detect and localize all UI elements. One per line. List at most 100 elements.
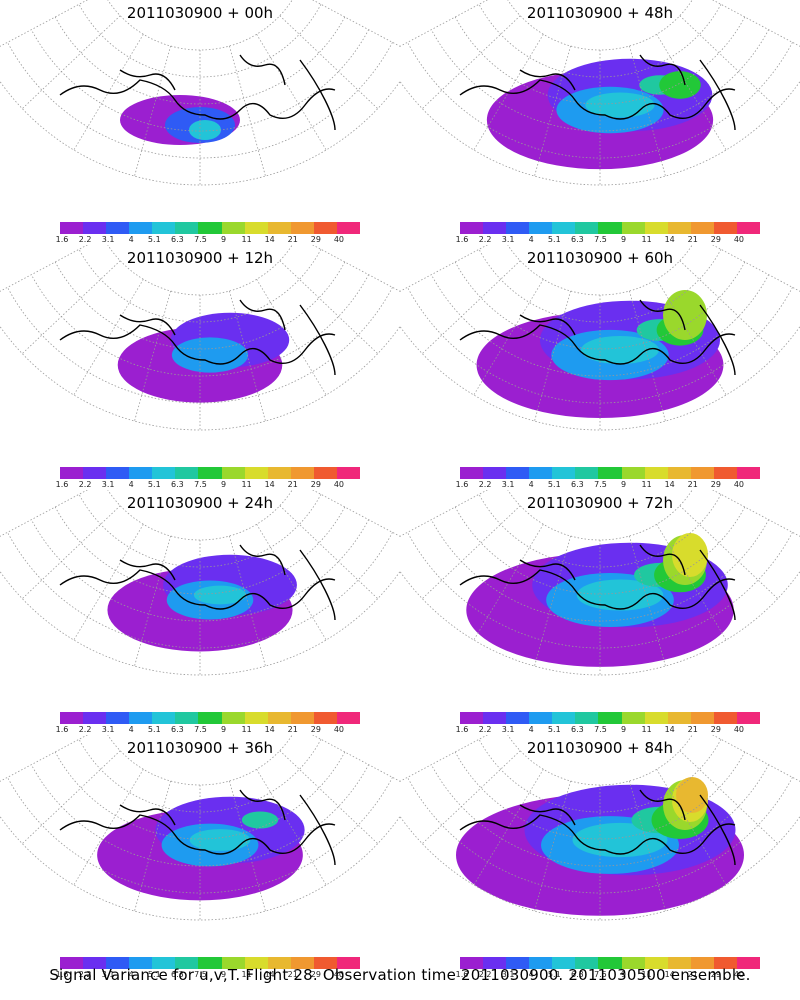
colorbar-label: 2.2 xyxy=(78,970,92,979)
colorbar-label: 9 xyxy=(220,725,227,734)
colorbar-swatch xyxy=(483,467,507,479)
variance-map xyxy=(0,490,400,676)
panel-title: 2011030900 + 00h xyxy=(126,4,274,22)
colorbar-label: 6.3 xyxy=(171,480,184,489)
longitude-line xyxy=(134,535,171,667)
colorbar-label: 3.1 xyxy=(101,480,115,489)
colorbar-label: 1.6 xyxy=(55,725,69,734)
colorbar-label: 14 xyxy=(264,480,275,489)
colorbar-swatch xyxy=(336,957,361,969)
variance-contour xyxy=(189,829,251,851)
colorbar-label: 5.1 xyxy=(147,970,161,979)
longitude-line xyxy=(679,15,778,109)
longitude-line xyxy=(73,34,144,151)
longitude-line xyxy=(629,780,666,912)
colorbar-labels: 1.6 2.2 3.1 4 5.1 6.3 7.5 9 11 14 21 29 40 xyxy=(56,970,360,980)
longitude-line xyxy=(22,15,121,109)
latitude-line xyxy=(78,4,322,78)
colorbar-label: 40 xyxy=(333,970,345,979)
colorbar-label: 4 xyxy=(528,725,534,734)
colorbar-swatch xyxy=(175,467,199,479)
colorbar-swatch xyxy=(575,712,599,724)
colorbar-label: 14 xyxy=(664,235,675,244)
colorbar-label: 2.2 xyxy=(78,725,92,734)
variance-contour xyxy=(659,71,701,99)
colorbar-label: 21 xyxy=(287,235,298,244)
colorbar-swatch xyxy=(506,712,530,724)
colorbar-label: 11 xyxy=(641,235,652,244)
colorbar-swatch xyxy=(106,957,130,969)
colorbar-swatch xyxy=(667,222,691,234)
longitude-line xyxy=(0,490,89,537)
colorbar-label: 29 xyxy=(310,970,321,979)
colorbar-swatch xyxy=(106,222,130,234)
colorbar-label: 1.6 xyxy=(455,235,469,244)
colorbar-swatch xyxy=(575,467,599,479)
map-panel: 2011030900 + 36h 1.6 2.2 3.1 4 5.1 6.3 7.5 9 11 14… xyxy=(0,735,400,980)
colorbar-label: 14 xyxy=(664,970,675,979)
colorbar-swatch xyxy=(460,957,484,969)
colorbar-label: 9 xyxy=(620,235,627,244)
map-panel: 2011030900 + 84h 1.6 2.2 3.1 4 5.1 6.3 7.5 9 11 14… xyxy=(400,735,800,980)
latitude-line xyxy=(78,494,322,568)
longitude-line xyxy=(400,490,489,537)
longitude-line xyxy=(473,769,544,886)
latitude-line xyxy=(507,735,693,786)
colorbar-swatch xyxy=(60,957,84,969)
colorbar-swatch xyxy=(644,712,668,724)
colorbar-swatch xyxy=(644,957,668,969)
latitude-line xyxy=(78,739,322,813)
longitude-line xyxy=(711,735,800,782)
longitude-line xyxy=(73,524,144,641)
longitude-line xyxy=(679,260,778,354)
longitude-line xyxy=(229,780,266,912)
colorbar-swatch xyxy=(336,712,361,724)
colorbar xyxy=(60,712,361,724)
colorbar-label: 1.6 xyxy=(455,725,469,734)
colorbar-swatch xyxy=(152,467,176,479)
colorbar xyxy=(460,712,761,724)
colorbar-label: 29 xyxy=(310,235,321,244)
latitude-line xyxy=(78,249,322,323)
latitude-line xyxy=(7,287,393,404)
latitude-line xyxy=(407,287,793,404)
colorbar-swatch xyxy=(713,222,737,234)
colorbar-label: 6.3 xyxy=(171,725,184,734)
colorbar-swatch xyxy=(152,957,176,969)
colorbar-label: 11 xyxy=(241,970,252,979)
colorbar-labels: 1.6 2.2 3.1 4 5.1 6.3 7.5 9 11 14 21 29 40 xyxy=(456,970,760,980)
colorbar-swatch xyxy=(267,712,291,724)
colorbar-swatch xyxy=(506,957,530,969)
colorbar-swatch xyxy=(690,467,714,479)
colorbar-swatch xyxy=(221,957,245,969)
colorbar-swatch xyxy=(736,467,761,479)
variance-map xyxy=(0,735,400,921)
latitude-line xyxy=(407,532,793,649)
variance-field xyxy=(466,533,734,667)
longitude-line xyxy=(134,290,171,422)
latitude-line xyxy=(107,490,293,541)
variance-contour xyxy=(171,337,249,373)
colorbar-label: 2.2 xyxy=(478,970,492,979)
longitude-line xyxy=(229,535,266,667)
colorbar-swatch xyxy=(575,957,599,969)
panel-title: 2011030900 + 24h xyxy=(126,494,274,512)
colorbar-label: 11 xyxy=(241,480,252,489)
colorbar-swatch xyxy=(129,957,153,969)
latitude-line xyxy=(407,42,793,159)
colorbar-swatch xyxy=(736,222,761,234)
coastline xyxy=(59,544,336,621)
longitude-line xyxy=(73,279,144,396)
panel-title: 2011030900 + 48h xyxy=(526,4,674,22)
longitude-line xyxy=(400,735,489,782)
colorbar-label: 29 xyxy=(310,480,321,489)
longitude-line xyxy=(22,750,121,844)
colorbar-label: 9 xyxy=(620,725,627,734)
longitude-line xyxy=(0,735,89,782)
latitude-line xyxy=(478,494,722,568)
longitude-line xyxy=(229,290,266,422)
colorbar-swatch xyxy=(552,222,576,234)
panel-title: 2011030900 + 12h xyxy=(126,249,274,267)
colorbar-labels: 1.6 2.2 3.1 4 5.1 6.3 7.5 9 11 14 21 29 40 xyxy=(56,235,360,245)
colorbar-label: 9 xyxy=(220,480,227,489)
